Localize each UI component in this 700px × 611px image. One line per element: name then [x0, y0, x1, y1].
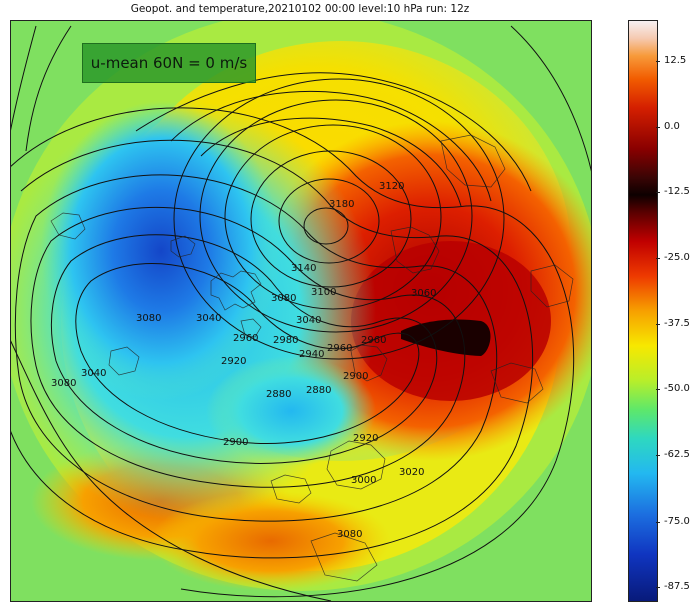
- contour-label: 2880: [306, 385, 331, 396]
- contour-label: 2960: [361, 335, 386, 346]
- colorbar-tick-label: -50.0: [664, 383, 690, 394]
- contour-label-group: 3120 3180 3140 3100 3080 3060 3040 2980 …: [51, 181, 436, 540]
- colorbar-tick: [656, 61, 660, 62]
- contour-label: 3040: [196, 313, 221, 324]
- colorbar-tick: [656, 587, 660, 588]
- contour-label: 3180: [329, 199, 354, 210]
- colorbar-tick: [656, 324, 660, 325]
- chart-title: Geopot. and temperature,20210102 00:00 l…: [130, 3, 470, 15]
- colorbar-tick: [656, 389, 660, 390]
- cold-vortex-core: [41, 101, 281, 401]
- colorbar-tick: [656, 522, 660, 523]
- contour-label: 3140: [291, 263, 316, 274]
- map-panel: 3120 3180 3140 3100 3080 3060 3040 2980 …: [10, 20, 592, 602]
- colorbar-tick-label: -75.0: [664, 516, 690, 527]
- colorbar-tick-label: -12.5: [664, 186, 690, 197]
- contour-label: 2960: [233, 333, 258, 344]
- dark-core: [401, 319, 491, 356]
- contour-label: 3080: [136, 313, 161, 324]
- contour-lines: [11, 25, 591, 601]
- map-svg: 3120 3180 3140 3100 3080 3060 3040 2980 …: [11, 21, 591, 601]
- contour-label: 2980: [273, 335, 298, 346]
- coastlines: [50, 134, 574, 582]
- contour-label: 3080: [51, 378, 76, 389]
- colorbar-tick: [656, 127, 660, 128]
- colorbar-tick-label: -25.0: [664, 252, 690, 263]
- colorbar-tick: [656, 455, 660, 456]
- colorbar-svg: [629, 21, 657, 601]
- cold-lobe-south: [206, 356, 376, 466]
- contour-label: 2920: [353, 433, 378, 444]
- contour-label: 2900: [343, 371, 368, 382]
- colorbar-ticks: 12.5 0.0 -12.5 -25.0 -37.5 -50.0 -62.5 -…: [656, 20, 700, 600]
- contour-label: 3040: [296, 315, 321, 326]
- contour-label: 2880: [266, 389, 291, 400]
- colorbar-tick-label: 0.0: [664, 121, 680, 132]
- contour-label: 2940: [299, 349, 324, 360]
- contour-label: 3080: [337, 529, 362, 540]
- contour-label: 2920: [221, 356, 246, 367]
- colorbar-tick-label: -37.5: [664, 318, 690, 329]
- contour-label: 3120: [379, 181, 404, 192]
- colorbar-gradient: [629, 21, 657, 601]
- contour-label: 3060: [411, 288, 436, 299]
- contour-label: 3080: [271, 293, 296, 304]
- contour-label: 3020: [399, 467, 424, 478]
- colorbar-tick-label: -87.5: [664, 581, 690, 592]
- u-mean-annotation: u-mean 60N = 0 m/s: [82, 43, 256, 83]
- contour-label: 2900: [223, 437, 248, 448]
- colorbar-tick-label: 12.5: [664, 55, 687, 66]
- colorbar-tick: [656, 192, 660, 193]
- colorbar-tick-label: -62.5: [664, 449, 690, 460]
- contour-label: 3100: [311, 287, 336, 298]
- contour-label: 2960: [327, 343, 352, 354]
- contour-label: 3000: [351, 475, 376, 486]
- contour-label: 3040: [81, 368, 106, 379]
- colorbar-tick: [656, 258, 660, 259]
- colorbar: [628, 20, 658, 602]
